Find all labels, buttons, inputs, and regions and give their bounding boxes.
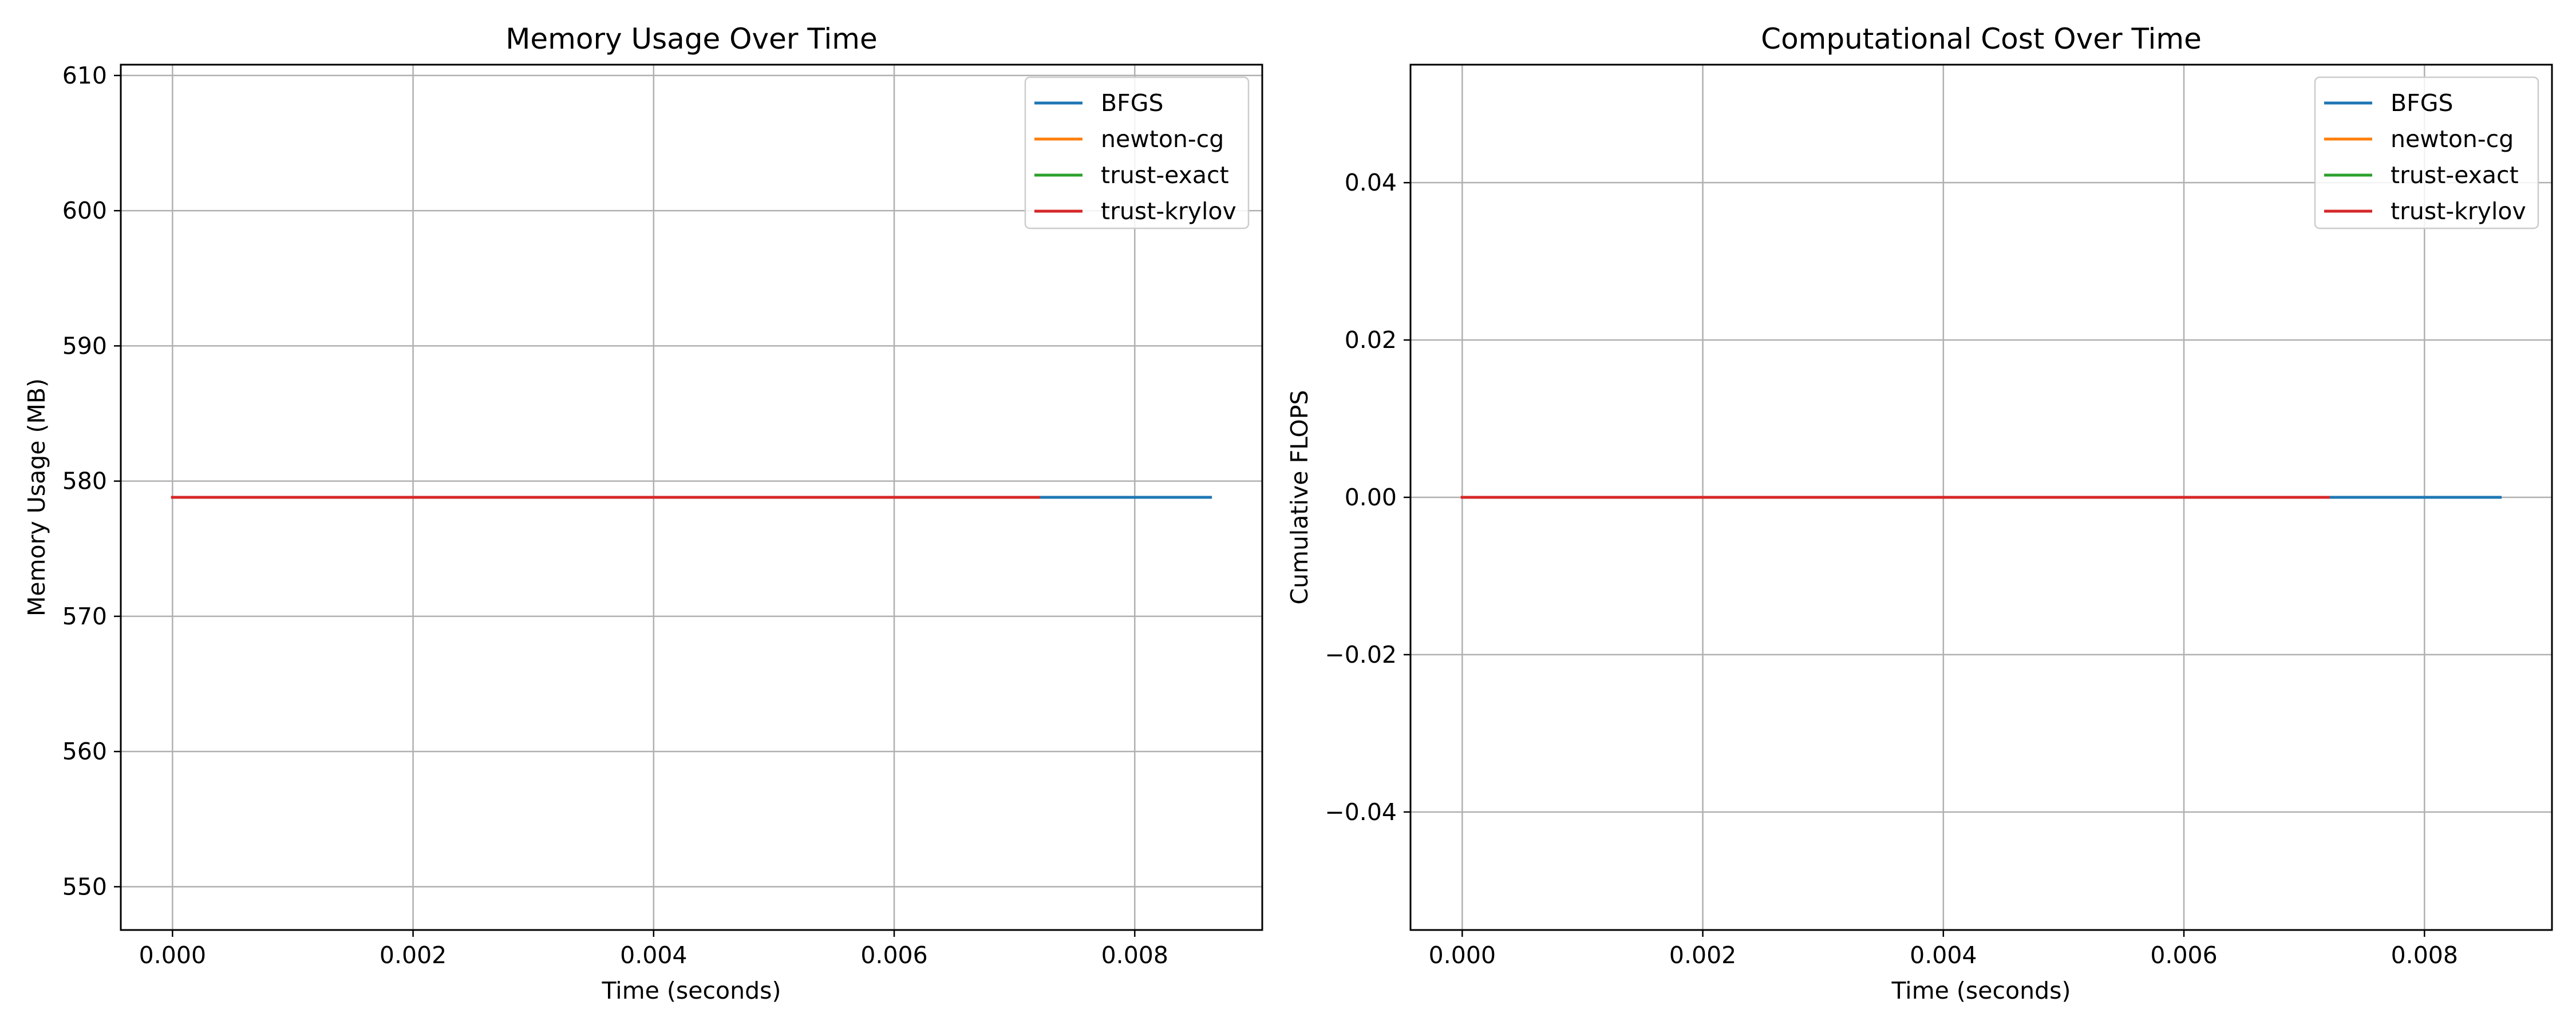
ticks: 0.000 0.002 0.004 0.006 0.008 −0.04 −0.02 0.00 0… [1325, 169, 2458, 969]
x-tick-label: 0.002 [1669, 941, 1736, 969]
y-tick-label: 560 [62, 738, 107, 765]
legend-label-trust-krylov: trust-krylov [1101, 197, 1236, 225]
y-tick-label: −0.04 [1325, 798, 1397, 826]
x-tick-label: 0.008 [1101, 941, 1168, 969]
x-axis-label: Time (seconds) [602, 977, 781, 1004]
x-tick-label: 0.000 [1429, 941, 1496, 969]
legend-box [2314, 76, 2539, 229]
computational-cost-chart: 0.000 0.002 0.004 0.006 0.008 −0.04 −0.02 0.00 0… [1286, 22, 2553, 1004]
plot-frame [120, 64, 1263, 931]
y-tick-label: 610 [62, 62, 107, 89]
legend-label-trust-exact: trust-exact [2391, 161, 2519, 189]
y-tick-label: 0.00 [1345, 484, 1397, 511]
legend-label-trust-exact: trust-exact [1101, 161, 1229, 189]
legend-label-bfgs: BFGS [2391, 89, 2453, 117]
memory-usage-chart: 0.000 0.002 0.004 0.006 0.008 550 560 570 580 590… [23, 22, 1263, 1004]
x-tick-label: 0.004 [1910, 941, 1977, 969]
x-axis-label: Time (seconds) [1891, 977, 2071, 1004]
legend-label-newton-cg: newton-cg [1101, 125, 1224, 153]
x-tick-label: 0.000 [139, 941, 206, 969]
y-tick-label: 0.04 [1345, 169, 1397, 196]
legend-label-trust-krylov: trust-krylov [2391, 197, 2526, 225]
y-tick-label: 580 [62, 468, 107, 495]
y-tick-label: 590 [62, 332, 107, 359]
legend: BFGS newton-cg trust-exact trust-krylov [1024, 76, 1250, 229]
x-tick-label: 0.006 [860, 941, 927, 969]
y-tick-label: −0.02 [1325, 641, 1397, 668]
y-axis-label: Memory Usage (MB) [23, 378, 50, 616]
ticks: 0.000 0.002 0.004 0.006 0.008 550 560 570 580 590… [62, 62, 1168, 969]
legend-box [1024, 76, 1250, 229]
chart-title: Memory Usage Over Time [505, 22, 877, 56]
y-tick-label: 570 [62, 603, 107, 630]
legend-label-newton-cg: newton-cg [2391, 125, 2514, 153]
x-tick-label: 0.004 [620, 941, 687, 969]
chart-title: Computational Cost Over Time [1761, 22, 2202, 56]
x-tick-label: 0.008 [2391, 941, 2458, 969]
legend: BFGS newton-cg trust-exact trust-krylov [2314, 76, 2539, 229]
y-tick-label: 600 [62, 197, 107, 224]
y-axis-label: Cumulative FLOPS [1286, 390, 1313, 604]
x-tick-label: 0.002 [380, 941, 447, 969]
y-tick-label: 550 [62, 873, 107, 900]
y-tick-label: 0.02 [1345, 326, 1397, 354]
legend-label-bfgs: BFGS [1101, 89, 1164, 117]
x-tick-label: 0.006 [2150, 941, 2217, 969]
